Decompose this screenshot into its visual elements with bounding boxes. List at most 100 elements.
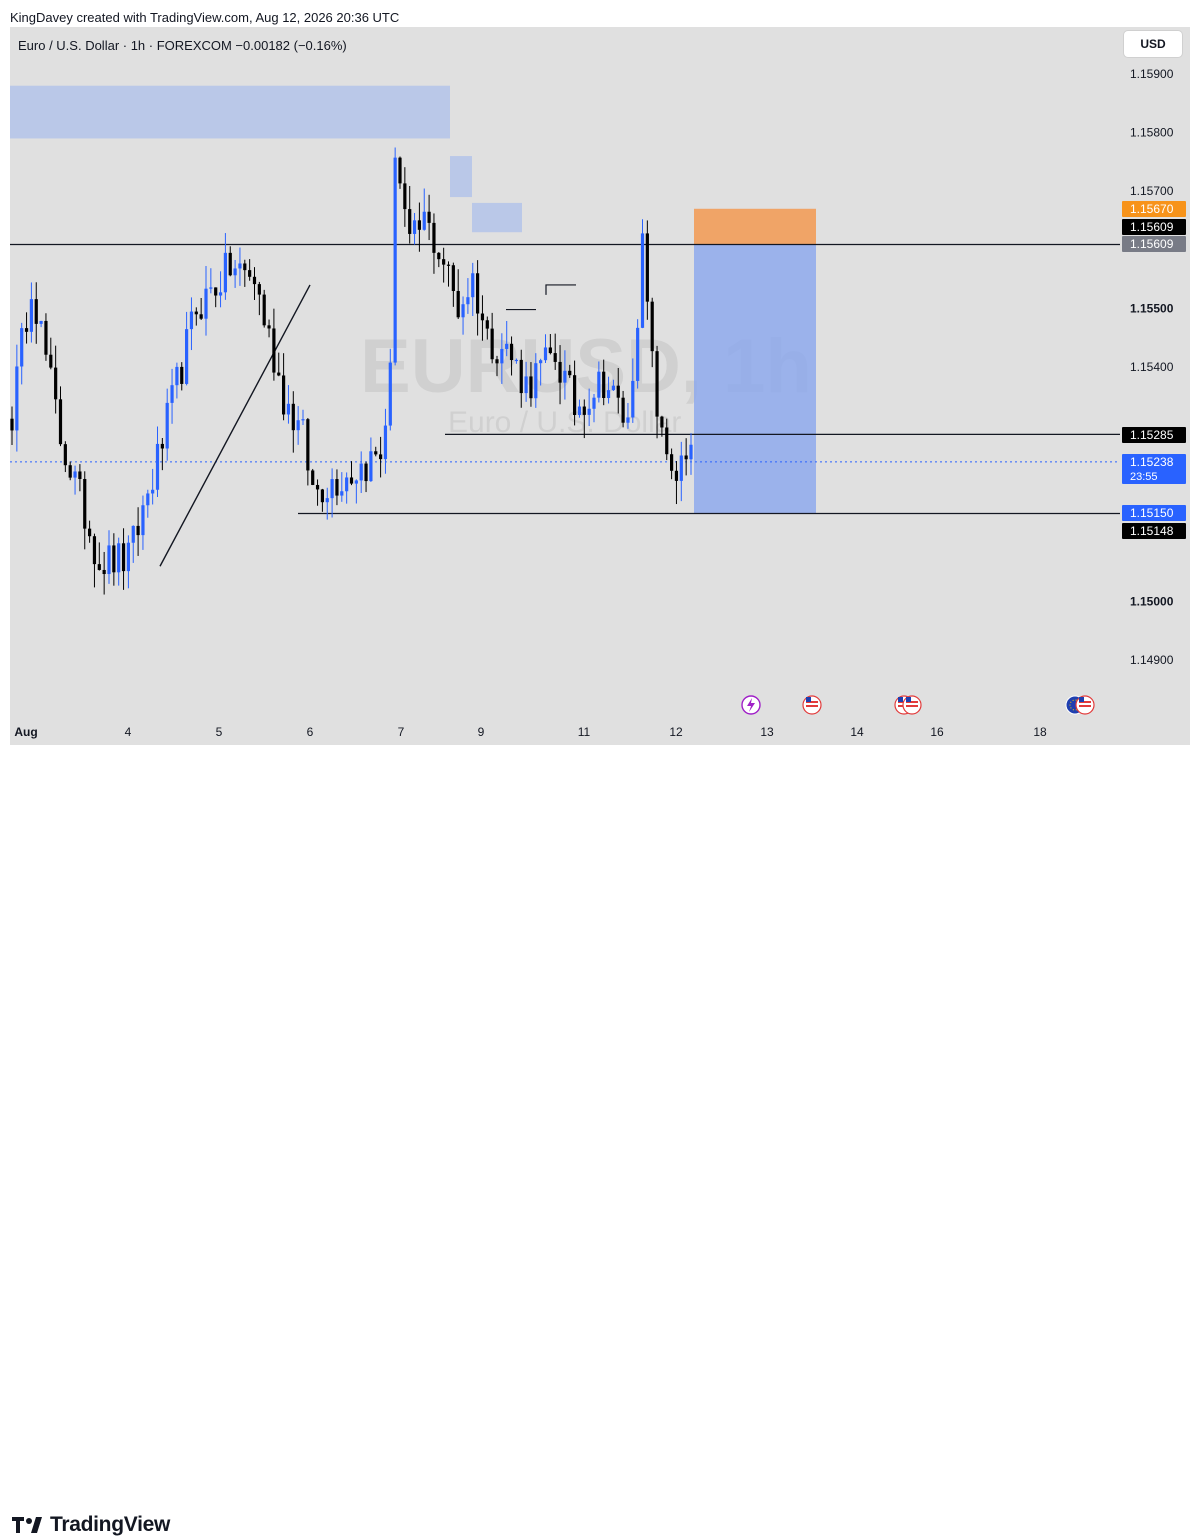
- tradingview-logo[interactable]: TradingView: [12, 1513, 170, 1537]
- candle-body: [320, 489, 324, 503]
- candle-body: [44, 320, 48, 355]
- candle-body: [568, 370, 572, 376]
- flag-canton: [906, 697, 911, 702]
- candle-body: [24, 328, 29, 332]
- candle-body: [398, 157, 402, 184]
- bolt-shape: [747, 698, 755, 712]
- candle-body: [146, 493, 150, 506]
- candle-body: [39, 320, 43, 324]
- price-tick: 1.14900: [1130, 653, 1174, 667]
- candle-body: [296, 420, 300, 431]
- candle-body: [369, 451, 373, 482]
- candle-body: [374, 451, 378, 455]
- supply-zone-top: [10, 85, 450, 139]
- candle-body: [621, 397, 625, 423]
- candle-body: [185, 329, 189, 384]
- candle-body: [417, 220, 421, 230]
- candle-body: [485, 320, 489, 329]
- price-tick: 1.15800: [1130, 126, 1174, 140]
- supply-zone-small-2: [472, 202, 522, 233]
- candle-body: [175, 366, 179, 386]
- candle-body: [408, 209, 412, 234]
- price-tick: 1.15500: [1130, 301, 1174, 315]
- candle-body: [78, 471, 82, 480]
- time-tick: 7: [398, 725, 405, 739]
- candle-body: [49, 354, 53, 368]
- symbol-info: Euro / U.S. Dollar · 1h · FOREXCOM −0.00…: [18, 38, 347, 53]
- candle-body: [117, 543, 121, 573]
- candle-body: [349, 477, 354, 484]
- candle-body: [393, 157, 397, 363]
- candle-body: [267, 325, 271, 329]
- candle-body: [573, 375, 577, 415]
- top-bar: KingDavey created with TradingView.com, …: [0, 0, 1200, 30]
- time-tick: 12: [669, 725, 683, 739]
- candle-body: [679, 455, 683, 481]
- tradingview-logo-icon: [12, 1517, 42, 1533]
- candle-body: [126, 542, 130, 572]
- candle-body: [616, 385, 620, 398]
- candle-body: [514, 359, 518, 362]
- candle-body: [558, 361, 562, 383]
- candle-body: [228, 252, 232, 276]
- supply-zone-small-1: [450, 156, 472, 198]
- candles: [10, 147, 693, 595]
- candle-body: [102, 569, 106, 575]
- candle-body: [54, 367, 58, 400]
- candle-body: [548, 347, 552, 354]
- time-tick: 18: [1033, 725, 1047, 739]
- time-tick: 16: [930, 725, 944, 739]
- stop-loss-zone: [694, 208, 816, 245]
- candle-body: [674, 470, 679, 481]
- time-tick: 14: [850, 725, 864, 739]
- candle-body: [58, 399, 63, 445]
- candle-body: [180, 366, 184, 384]
- candle-body: [141, 505, 145, 536]
- candle-body: [534, 363, 538, 399]
- candle-body: [582, 406, 586, 415]
- candle-body: [311, 470, 315, 485]
- price-label: 1.15609: [1130, 237, 1174, 251]
- candle-body: [34, 299, 38, 324]
- candle-body: [325, 498, 329, 503]
- price-tick: 1.15000: [1130, 594, 1174, 608]
- candle-body: [495, 359, 499, 364]
- candle-body: [223, 252, 227, 293]
- candle-body: [383, 425, 388, 460]
- price-axis[interactable]: [1120, 27, 1190, 745]
- candle-body: [665, 427, 669, 455]
- us-flag-event-icon: [802, 695, 822, 715]
- candle-body: [262, 294, 266, 326]
- candle-body: [524, 376, 528, 394]
- candle-body: [645, 233, 649, 302]
- candle-body: [388, 362, 392, 426]
- take-profit-zone: [694, 244, 816, 514]
- price-label: 1.15150: [1130, 506, 1174, 520]
- us-flag-event-icon: [1075, 695, 1095, 715]
- flag-canton: [898, 697, 903, 702]
- candle-body: [252, 276, 257, 285]
- candle-body: [345, 477, 349, 492]
- candle-body: [509, 343, 514, 361]
- candle-body: [684, 455, 688, 460]
- time-tick: 6: [307, 725, 314, 739]
- candle-body: [354, 480, 358, 484]
- candle-body: [364, 463, 368, 482]
- candle-body: [689, 444, 693, 460]
- candle-body: [301, 419, 305, 421]
- price-label-bg: [1122, 236, 1186, 252]
- flag-canton: [1079, 697, 1084, 702]
- flag-stripe: [906, 701, 918, 703]
- price-label-bg: [1122, 523, 1186, 539]
- candle-body: [476, 273, 480, 314]
- candle-body: [606, 390, 611, 398]
- candle-body: [73, 471, 77, 478]
- currency-button[interactable]: USD: [1124, 31, 1182, 57]
- credit-text: KingDavey created with TradingView.com, …: [10, 10, 400, 25]
- flag-stripe: [806, 705, 818, 707]
- candle-body: [539, 360, 543, 364]
- price-label: 1.15238: [1130, 455, 1174, 469]
- candle-body: [519, 359, 523, 394]
- trend-line: [159, 284, 311, 567]
